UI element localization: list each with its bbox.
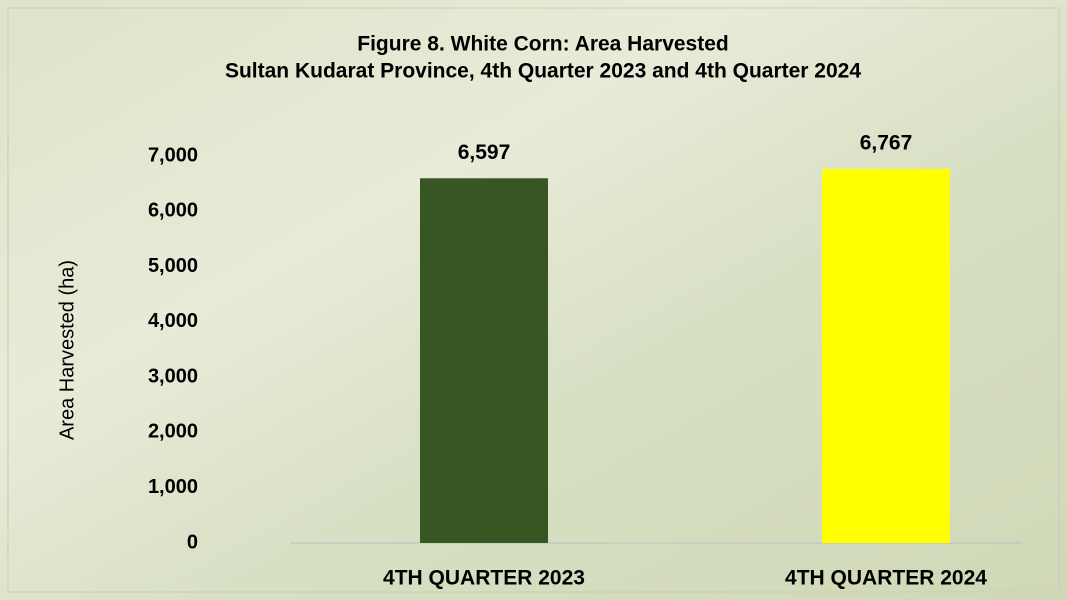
chart-title: Figure 8. White Corn: Area Harvested [357,33,728,56]
y-axis-label: Area Harvested (ha) [56,260,78,440]
y-tick-label: 0 [187,531,198,553]
y-tick-label: 7,000 [148,144,198,166]
y-tick-label: 2,000 [148,421,198,443]
y-tick-label: 6,000 [148,200,198,222]
chart-subtitle: Sultan Kudarat Province, 4th Quarter 202… [225,60,861,83]
data-label: 6,767 [860,131,913,154]
bar [822,168,950,543]
data-label: 6,597 [458,141,511,164]
y-tick-label: 5,000 [148,255,198,277]
y-tick-label: 4,000 [148,310,198,332]
bar [420,178,548,543]
frame [7,7,1060,593]
x-tick-label: 4TH QUARTER 2024 [785,567,987,590]
x-tick-label: 4TH QUARTER 2023 [383,567,585,590]
y-tick-label: 1,000 [148,476,198,498]
y-tick-label: 3,000 [148,365,198,387]
